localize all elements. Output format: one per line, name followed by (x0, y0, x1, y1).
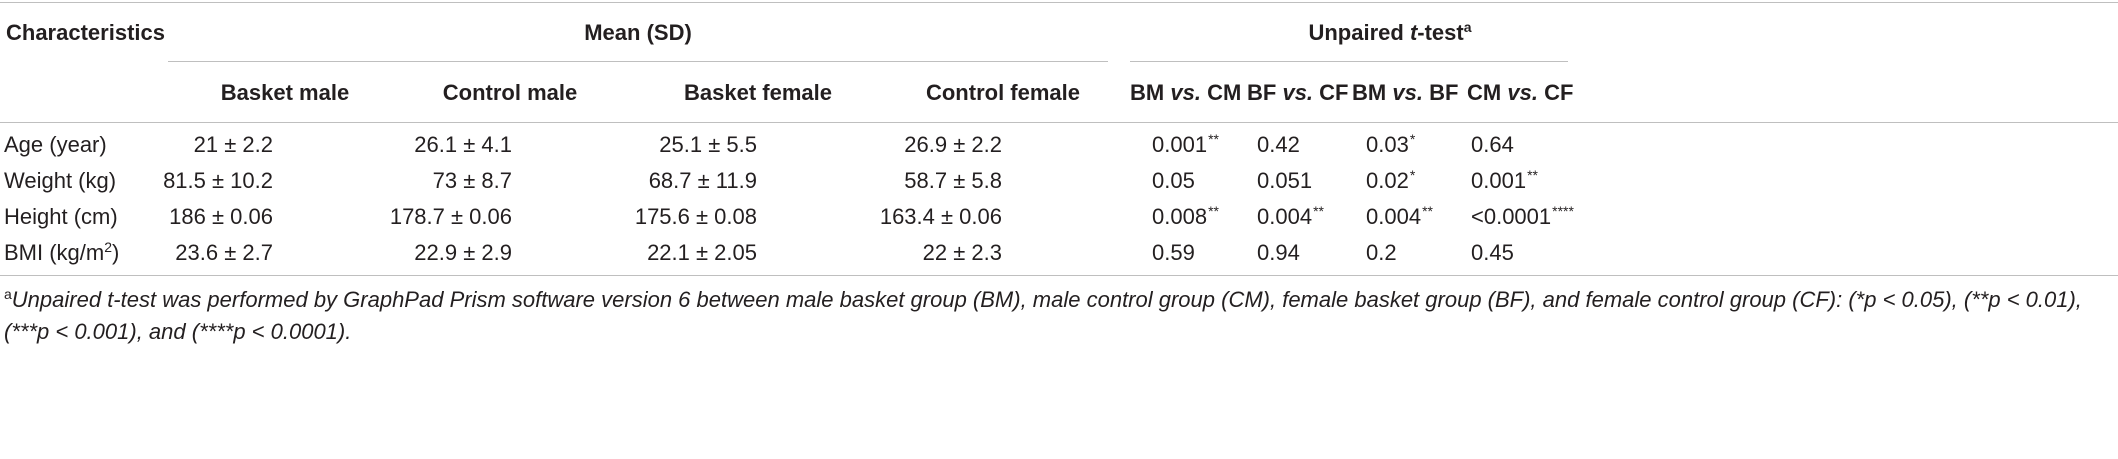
cell-weight-cf: 58.7 ± 5.8 (904, 168, 1002, 193)
cell-age-p-bf-cf: 0.42 (1257, 132, 1300, 157)
col-bm-vs-cm: BM vs. CM (1130, 80, 1242, 105)
ttest-suffix: -test (1417, 20, 1464, 45)
ttest-prefix: Unpaired (1308, 20, 1410, 45)
cell-bmi-cm: 22.9 ± 2.9 (414, 240, 512, 265)
cell-height-cm: 178.7 ± 0.06 (389, 204, 512, 229)
cell-age-bf: 25.1 ± 5.5 (659, 132, 757, 157)
footnote-text: Unpaired t-test was performed by GraphPa… (4, 287, 2082, 344)
cell-age-cm: 26.1 ± 4.1 (414, 132, 512, 157)
cell-weight-p-cm-cf: 0.001** (1471, 167, 1538, 193)
cell-age-p-bm-cm: 0.001** (1152, 131, 1219, 157)
cell-bmi-p-bm-cm: 0.59 (1152, 240, 1195, 265)
cell-weight-cm: 73 ± 8.7 (432, 168, 512, 193)
cell-bmi-p-bf-cf: 0.94 (1257, 240, 1300, 265)
cell-height-bf: 175.6 ± 0.08 (634, 204, 757, 229)
row-age-label: Age (year) (4, 132, 107, 157)
cell-age-cf: 26.9 ± 2.2 (904, 132, 1002, 157)
cell-bmi-cf: 22 ± 2.3 (922, 240, 1002, 265)
row-bmi-label: BMI (kg/m2) (4, 239, 120, 265)
cell-bmi-p-bm-bf: 0.2 (1366, 240, 1397, 265)
col-basket-male: Basket male (220, 80, 350, 105)
cell-weight-p-bf-cf: 0.051 (1257, 168, 1313, 193)
cell-weight-bf: 68.7 ± 11.9 (648, 168, 757, 193)
cell-bmi-bm: 23.6 ± 2.7 (175, 240, 273, 265)
row-weight-label: Weight (kg) (4, 168, 117, 193)
row-height-label: Height (cm) (4, 204, 118, 229)
cell-weight-p-bm-bf: 0.02* (1366, 167, 1416, 193)
header-unpaired-ttest: Unpaired t-testa (1190, 20, 1590, 46)
top-rule (0, 2, 2118, 3)
cell-age-p-bm-bf: 0.03* (1366, 131, 1416, 157)
cell-height-p-bf-cf: 0.004** (1257, 203, 1324, 229)
col-basket-female: Basket female (684, 80, 832, 105)
ttest-footnote-marker: a (1463, 19, 1472, 35)
cell-height-p-bm-cm: 0.008** (1152, 203, 1219, 229)
header-characteristics: Characteristics (6, 20, 165, 45)
col-control-female: Control female (925, 80, 1081, 105)
footnote-marker: a (4, 286, 12, 302)
header-mean-sd: Mean (SD) (584, 20, 692, 45)
cell-weight-bm: 81.5 ± 10.2 (163, 168, 273, 193)
cell-height-bm: 186 ± 0.06 (169, 204, 273, 229)
col-bf-vs-cf: BF vs. CF (1247, 80, 1349, 105)
table-bottom-rule (0, 275, 2118, 276)
col-bm-vs-bf: BM vs. BF (1352, 80, 1459, 105)
ttest-t: t (1409, 20, 1418, 45)
cell-height-p-cm-cf: <0.0001**** (1471, 203, 1574, 229)
header-bottom-rule (0, 122, 2118, 123)
bmi-squared: 2 (104, 239, 113, 255)
cell-age-bm: 21 ± 2.2 (193, 132, 273, 157)
cell-age-p-cm-cf: 0.64 (1471, 132, 1514, 157)
col-cm-vs-cf: CM vs. CF (1467, 80, 1574, 105)
mean-sd-rule (168, 61, 1108, 62)
cell-height-p-bm-bf: 0.004** (1366, 203, 1433, 229)
cell-bmi-bf: 22.1 ± 2.05 (647, 240, 757, 265)
cell-bmi-p-cm-cf: 0.45 (1471, 240, 1514, 265)
table-footnote: aUnpaired t-test was performed by GraphP… (4, 284, 2112, 348)
ttest-rule (1130, 61, 1568, 62)
cell-height-cf: 163.4 ± 0.06 (879, 204, 1002, 229)
cell-weight-p-bm-cm: 0.05 (1152, 168, 1195, 193)
col-control-male: Control male (442, 80, 578, 105)
